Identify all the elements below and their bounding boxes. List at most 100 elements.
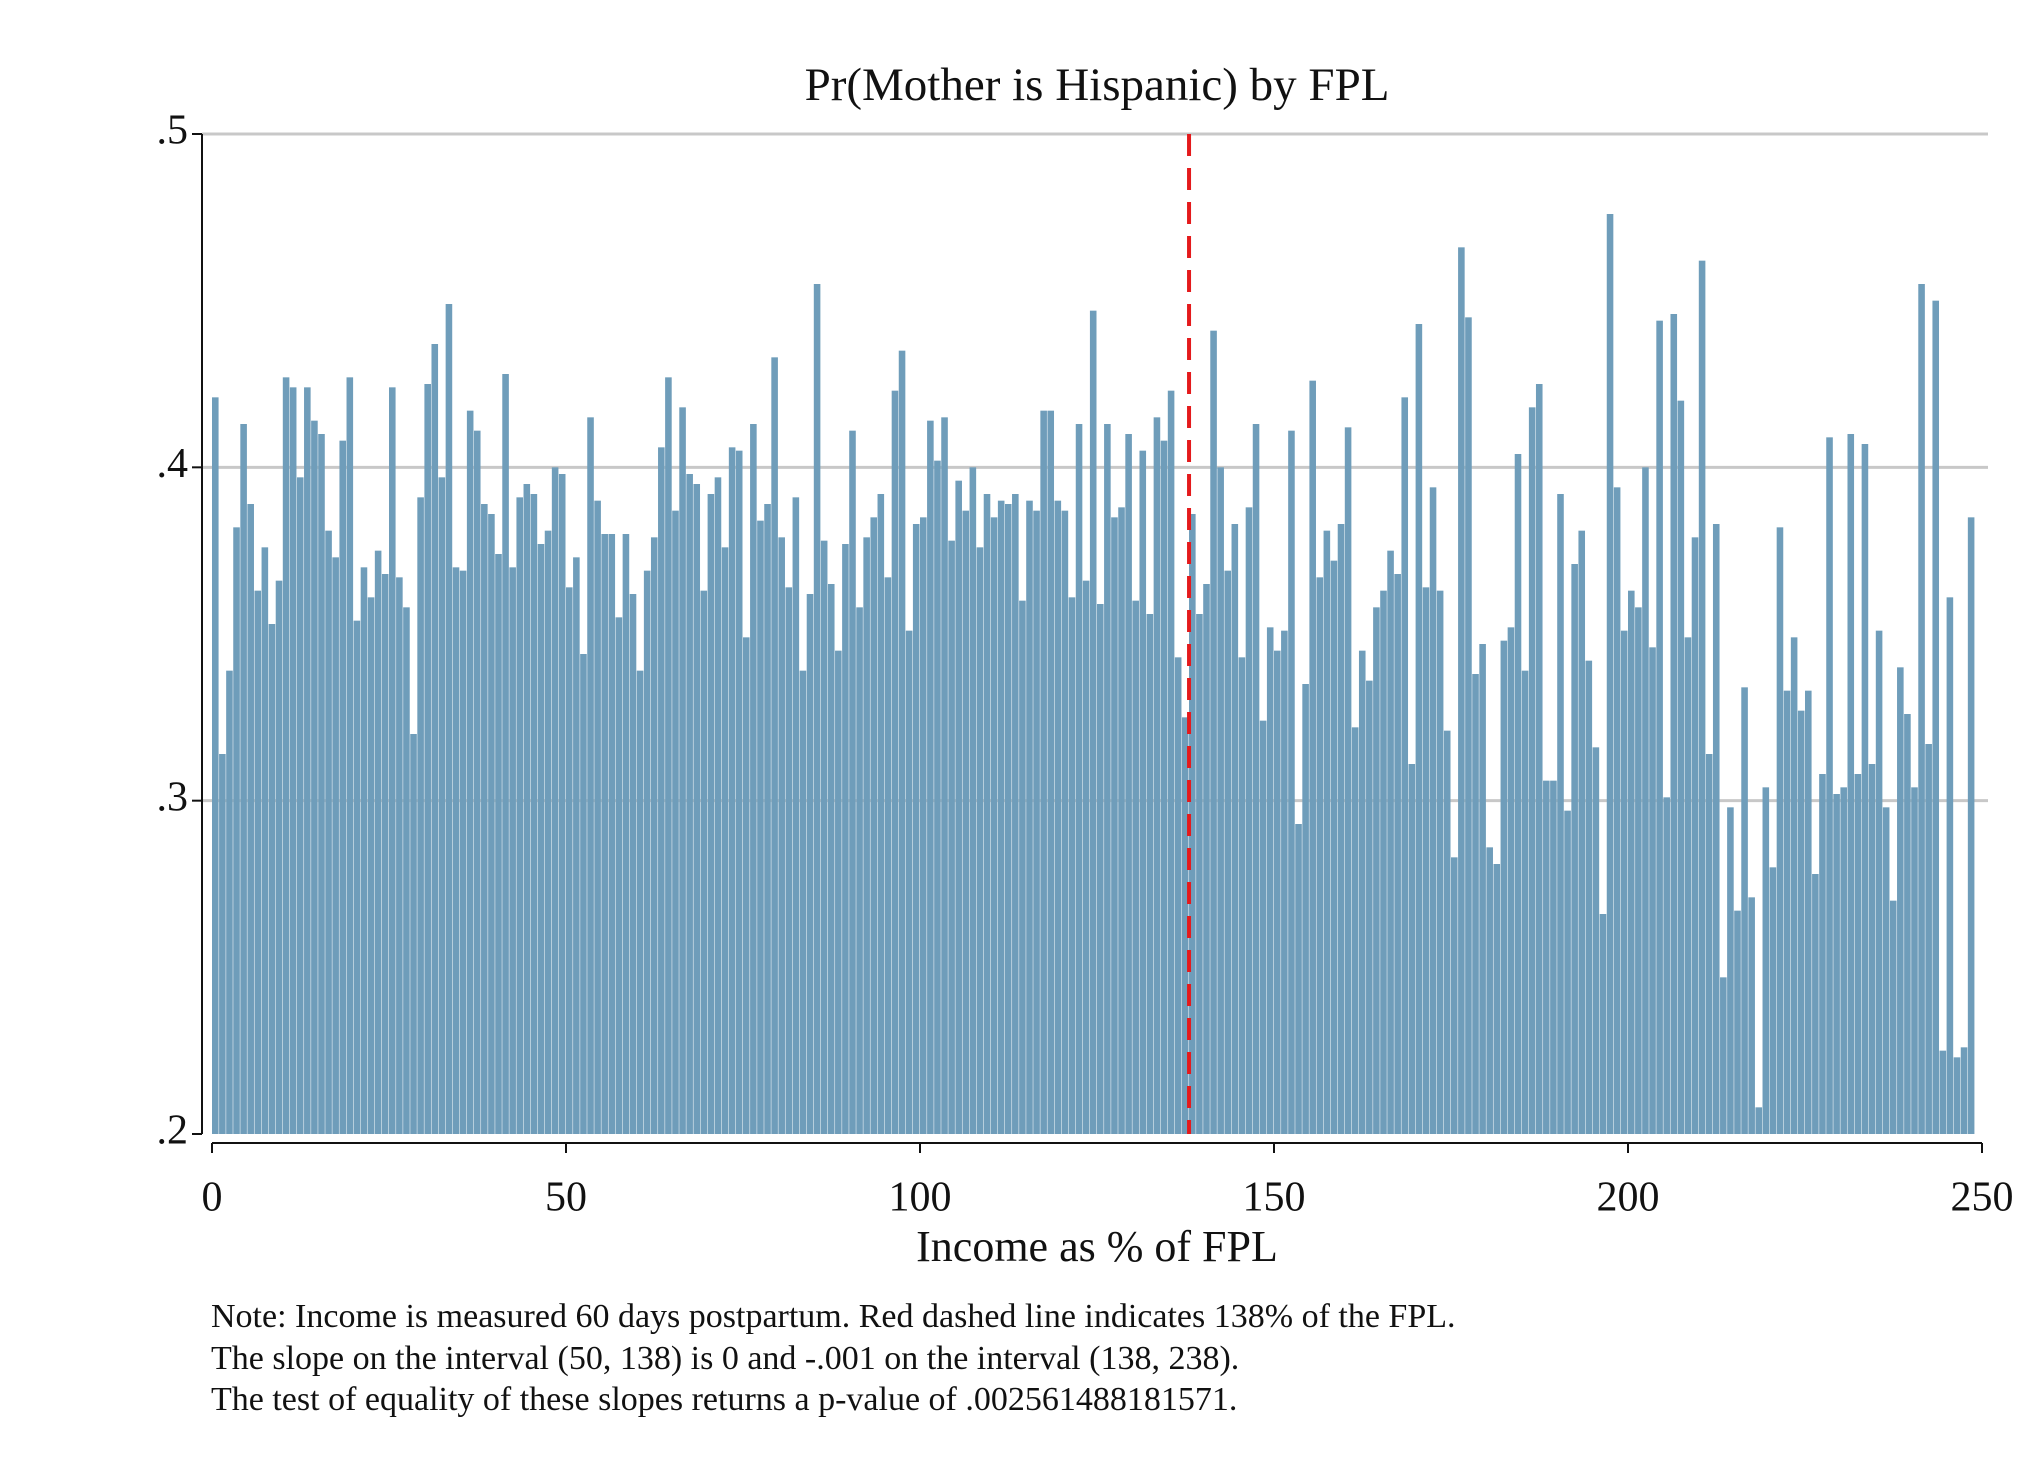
bar (1281, 630, 1288, 1134)
bar (1366, 680, 1373, 1134)
note-line: Note: Income is measured 60 days postpar… (211, 1298, 1456, 1335)
bar (1245, 507, 1253, 1134)
bar (912, 524, 920, 1134)
bar (1125, 434, 1132, 1134)
bar (346, 377, 354, 1134)
bar (771, 357, 778, 1134)
bar (1082, 580, 1090, 1134)
bar (1571, 564, 1578, 1134)
y-tick-label: .5 (157, 108, 189, 154)
bar (969, 467, 977, 1134)
bar (580, 654, 587, 1134)
bar (410, 734, 417, 1134)
bar (1309, 380, 1316, 1135)
bar (1705, 754, 1713, 1134)
bar (1861, 444, 1869, 1134)
bar (1911, 787, 1918, 1134)
bar (587, 417, 594, 1134)
bar (1663, 797, 1670, 1134)
bar (403, 607, 410, 1134)
bar (672, 510, 679, 1135)
bar (481, 504, 488, 1134)
bar (1210, 330, 1217, 1135)
bar (1932, 300, 1940, 1135)
bar (1408, 764, 1416, 1134)
bar (1458, 247, 1465, 1135)
bar (417, 497, 424, 1134)
bar (650, 537, 658, 1134)
bar (877, 494, 885, 1134)
bar (1613, 487, 1621, 1134)
bar (1465, 317, 1472, 1134)
bar (1238, 657, 1246, 1134)
bar (785, 587, 793, 1134)
bar (1323, 530, 1331, 1134)
bar (1585, 660, 1593, 1134)
bar (820, 540, 828, 1134)
bar (247, 504, 254, 1134)
bar (1776, 527, 1784, 1134)
bar (941, 417, 948, 1134)
bar (1500, 640, 1508, 1134)
bar (1698, 260, 1706, 1135)
bar (1535, 384, 1543, 1134)
bar (459, 570, 467, 1134)
x-tick-label: 100 (889, 1175, 952, 1221)
bar (381, 574, 389, 1134)
note-line: The test of equality of these slopes ret… (211, 1381, 1237, 1418)
bar (1620, 630, 1628, 1134)
bar (1889, 900, 1897, 1134)
bar (1854, 774, 1862, 1134)
x-tick-label: 150 (1243, 1175, 1306, 1221)
x-axis-label: Income as % of FPL (916, 1222, 1278, 1271)
bar (1691, 537, 1699, 1134)
bar (466, 410, 474, 1135)
bar (1387, 550, 1394, 1134)
bar (934, 460, 941, 1135)
bar (1805, 690, 1812, 1134)
bar (254, 590, 262, 1134)
bar (1783, 690, 1791, 1134)
bar (325, 530, 332, 1134)
bar (1904, 714, 1911, 1134)
bar (1012, 494, 1019, 1134)
bar (1033, 510, 1040, 1135)
bar (1111, 517, 1118, 1134)
bar (1132, 600, 1139, 1134)
bar (339, 440, 347, 1135)
bar (1266, 627, 1274, 1134)
bar (1316, 577, 1324, 1134)
bar (1104, 424, 1111, 1134)
bar (1684, 637, 1692, 1134)
bar (1592, 747, 1600, 1134)
bar (1868, 764, 1876, 1134)
bar (1720, 977, 1727, 1134)
bar (473, 430, 481, 1135)
bar (1139, 450, 1147, 1135)
bar (1415, 324, 1423, 1134)
bar (622, 534, 630, 1134)
bar (537, 544, 545, 1134)
bar (721, 547, 729, 1134)
bar (1875, 630, 1883, 1134)
bar (1840, 787, 1847, 1134)
x-tick-label: 50 (545, 1175, 587, 1221)
bar (396, 577, 403, 1134)
bar (806, 594, 814, 1134)
bar (1967, 517, 1975, 1134)
bar (898, 350, 906, 1135)
bar (955, 480, 962, 1135)
bar (735, 450, 743, 1135)
bar (551, 467, 559, 1134)
bar (268, 624, 276, 1134)
bar (905, 630, 913, 1134)
bar (700, 590, 708, 1134)
bar (1797, 710, 1805, 1134)
bar (1040, 410, 1047, 1135)
bar (495, 554, 502, 1134)
bar (1217, 467, 1224, 1134)
bar (1160, 440, 1168, 1135)
bar (891, 390, 899, 1135)
bar (502, 374, 509, 1134)
x-tick-label: 0 (202, 1175, 223, 1221)
